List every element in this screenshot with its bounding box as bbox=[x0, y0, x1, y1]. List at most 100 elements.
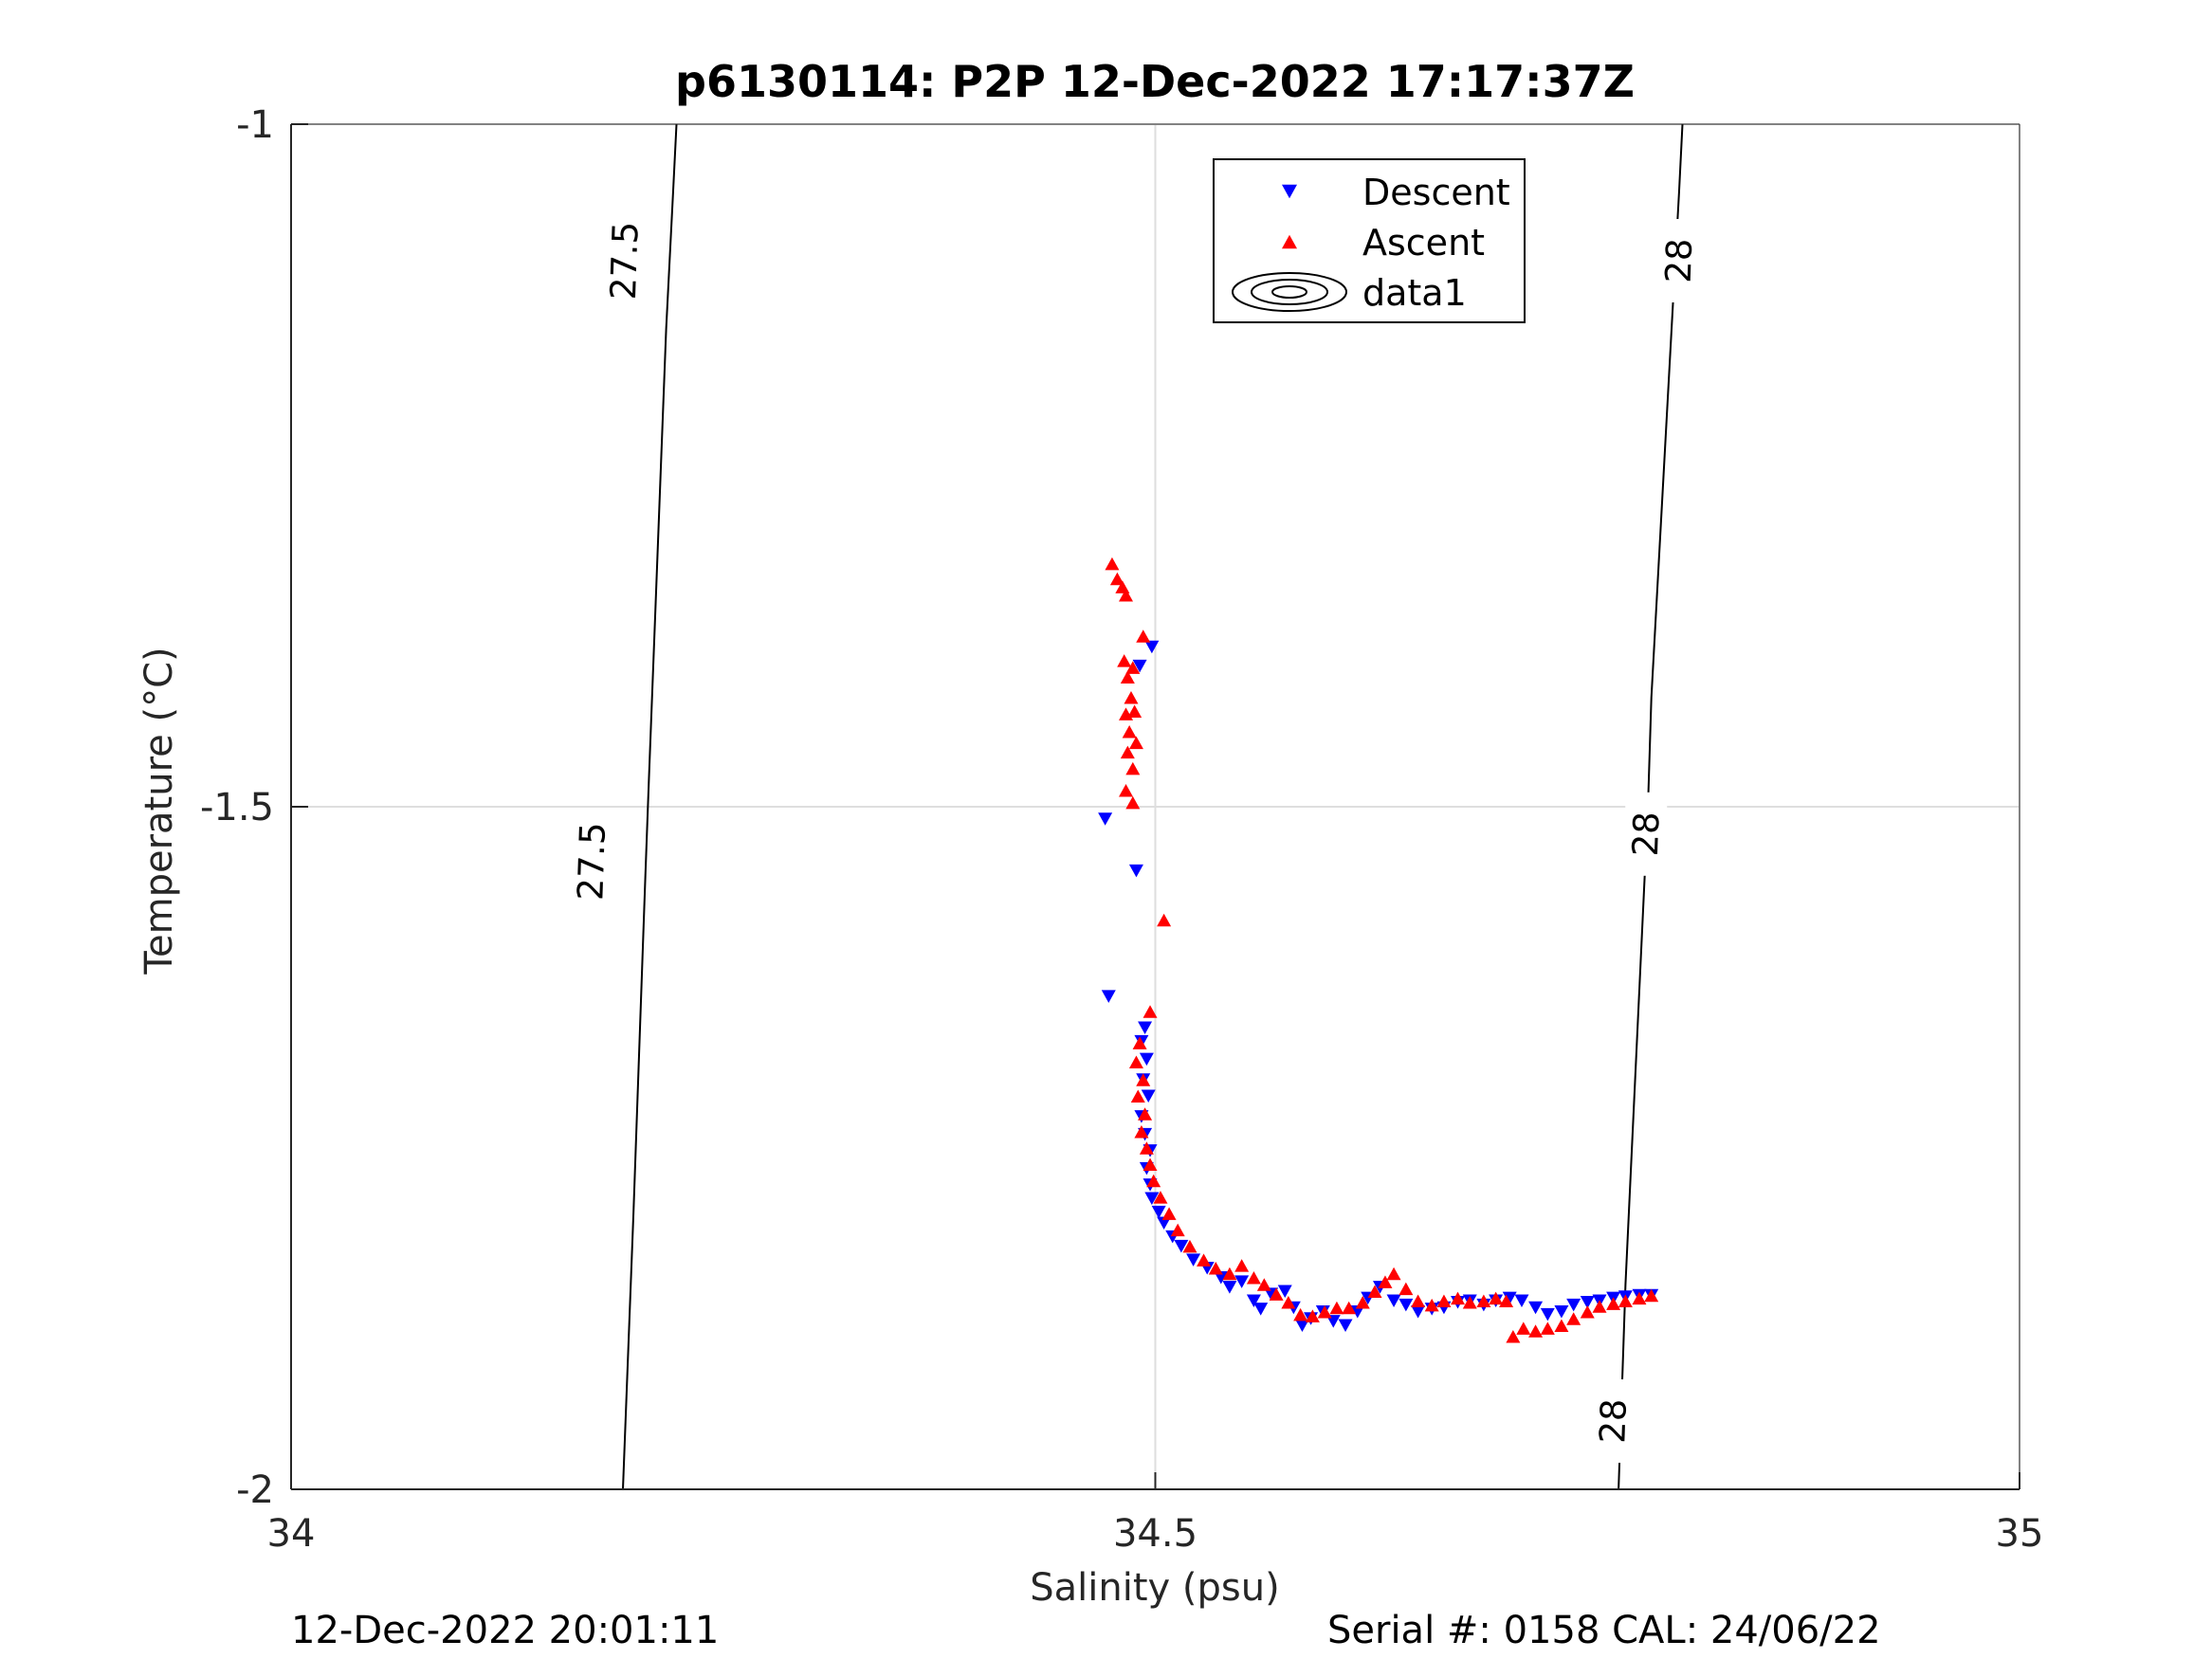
descent-point-26 bbox=[1253, 1303, 1269, 1316]
descent-point-34 bbox=[1338, 1319, 1353, 1332]
descent-point-0 bbox=[1144, 640, 1160, 654]
descent-point-20 bbox=[1186, 1253, 1201, 1267]
ascent-point-47 bbox=[1378, 1275, 1393, 1288]
ascent-point-44 bbox=[1342, 1301, 1357, 1315]
ascent-point-69 bbox=[1644, 1288, 1659, 1303]
ascent-point-32 bbox=[1197, 1253, 1212, 1267]
ascent-point-67 bbox=[1618, 1294, 1633, 1308]
contour-label-bg-1-2 bbox=[1657, 219, 1700, 302]
ascent-point-17 bbox=[1157, 913, 1172, 927]
ascent-point-34 bbox=[1222, 1267, 1237, 1281]
contour-label-0-1: 27.5 bbox=[603, 221, 647, 301]
contour-label-1-0: 28 bbox=[1592, 1398, 1635, 1445]
ascent-point-16 bbox=[1125, 795, 1141, 810]
x-tick-label-0: 34 bbox=[267, 1512, 316, 1556]
ascent-point-26 bbox=[1143, 1158, 1158, 1172]
ascent-point-66 bbox=[1606, 1297, 1621, 1310]
ascent-point-46 bbox=[1367, 1285, 1382, 1298]
ascent-point-19 bbox=[1132, 1036, 1147, 1049]
contour-label-1-2: 28 bbox=[1658, 238, 1701, 284]
ascent-point-30 bbox=[1170, 1223, 1185, 1237]
descent-point-39 bbox=[1398, 1298, 1414, 1312]
ascent-point-61 bbox=[1540, 1322, 1555, 1335]
data-markers bbox=[1098, 556, 1659, 1343]
contour-line-0 bbox=[622, 123, 678, 1490]
legend-label-1: Ascent bbox=[1362, 222, 1485, 264]
ascent-point-54 bbox=[1462, 1295, 1477, 1309]
descent-point-3 bbox=[1128, 864, 1143, 878]
legend-descent-marker bbox=[1282, 184, 1297, 199]
x-axis-label: Salinity (psu) bbox=[1030, 1566, 1279, 1610]
contour-label-0-0: 27.5 bbox=[570, 822, 613, 902]
legend-label-0: Descent bbox=[1362, 172, 1510, 213]
ascent-point-12 bbox=[1128, 736, 1143, 750]
ascent-point-5 bbox=[1117, 654, 1132, 667]
ascent-point-55 bbox=[1476, 1294, 1491, 1308]
ascent-point-21 bbox=[1136, 1073, 1151, 1086]
ascent-point-56 bbox=[1489, 1291, 1504, 1305]
ascent-point-51 bbox=[1424, 1298, 1439, 1312]
x-tick-label-2: 35 bbox=[1996, 1512, 2044, 1556]
ascent-point-36 bbox=[1246, 1271, 1261, 1285]
descent-point-25 bbox=[1246, 1294, 1261, 1308]
y-axis-label: Temperature (°C) bbox=[137, 647, 181, 975]
descent-point-7 bbox=[1139, 1052, 1154, 1066]
ascent-point-49 bbox=[1398, 1282, 1414, 1296]
contour-line-1 bbox=[1618, 123, 1684, 1490]
ascent-point-45 bbox=[1355, 1295, 1370, 1309]
ascent-point-33 bbox=[1208, 1261, 1223, 1275]
ascent-point-38 bbox=[1269, 1287, 1284, 1301]
contour-label-bg-1-1 bbox=[1625, 792, 1668, 876]
y-tick-label-1: -1.5 bbox=[200, 786, 274, 830]
descent-point-40 bbox=[1411, 1305, 1426, 1319]
ascent-point-59 bbox=[1516, 1322, 1531, 1335]
ascent-point-52 bbox=[1436, 1294, 1452, 1308]
descent-point-52 bbox=[1566, 1298, 1581, 1312]
ascent-point-27 bbox=[1146, 1174, 1161, 1188]
ascent-point-29 bbox=[1161, 1207, 1177, 1220]
ascent-point-20 bbox=[1128, 1055, 1143, 1069]
ascent-point-53 bbox=[1451, 1291, 1466, 1305]
legend: Descent Ascent data1 bbox=[1213, 158, 1526, 323]
contour-label-bg-0-0 bbox=[571, 819, 613, 903]
ascent-point-13 bbox=[1120, 745, 1135, 759]
descent-point-19 bbox=[1174, 1239, 1189, 1253]
chart-title: p6130114: P2P 12-Dec-2022 17:17:37Z bbox=[675, 56, 1635, 107]
ascent-point-0 bbox=[1105, 556, 1120, 571]
ascent-point-35 bbox=[1234, 1259, 1250, 1272]
ascent-point-25 bbox=[1139, 1141, 1154, 1155]
footer-serial-cal: Serial #: 0158 CAL: 24/06/22 bbox=[1327, 1609, 1881, 1652]
ascent-point-65 bbox=[1592, 1300, 1607, 1313]
descent-point-49 bbox=[1528, 1301, 1544, 1315]
descent-point-23 bbox=[1222, 1281, 1237, 1294]
contour-label-1-1: 28 bbox=[1625, 811, 1668, 858]
contour-label-bg-1-0 bbox=[1592, 1379, 1635, 1463]
ascent-point-23 bbox=[1138, 1107, 1153, 1121]
ascent-point-15 bbox=[1119, 783, 1134, 797]
ascent-point-7 bbox=[1120, 670, 1135, 684]
descent-point-2 bbox=[1098, 812, 1113, 826]
ascent-point-39 bbox=[1281, 1295, 1296, 1309]
ascent-point-14 bbox=[1125, 761, 1141, 775]
ascent-point-50 bbox=[1411, 1294, 1426, 1308]
ascent-point-4 bbox=[1136, 629, 1151, 643]
ascent-point-48 bbox=[1386, 1267, 1401, 1281]
ascent-point-22 bbox=[1130, 1089, 1145, 1103]
descent-point-28 bbox=[1277, 1285, 1292, 1298]
legend-label-2: data1 bbox=[1362, 272, 1467, 314]
ascent-point-57 bbox=[1499, 1294, 1514, 1308]
ascent-point-60 bbox=[1528, 1324, 1544, 1338]
ascent-point-18 bbox=[1143, 1005, 1158, 1018]
descent-point-53 bbox=[1580, 1295, 1595, 1309]
descent-point-1 bbox=[1132, 659, 1147, 673]
legend-ascent-marker bbox=[1282, 234, 1297, 249]
ascent-point-6 bbox=[1125, 661, 1141, 674]
ascent-point-28 bbox=[1153, 1191, 1168, 1204]
descent-point-51 bbox=[1554, 1305, 1569, 1319]
ascent-point-62 bbox=[1554, 1319, 1569, 1332]
x-tick-label-1: 34.5 bbox=[1113, 1512, 1197, 1556]
descent-point-9 bbox=[1141, 1089, 1156, 1103]
ascent-point-58 bbox=[1506, 1329, 1521, 1343]
